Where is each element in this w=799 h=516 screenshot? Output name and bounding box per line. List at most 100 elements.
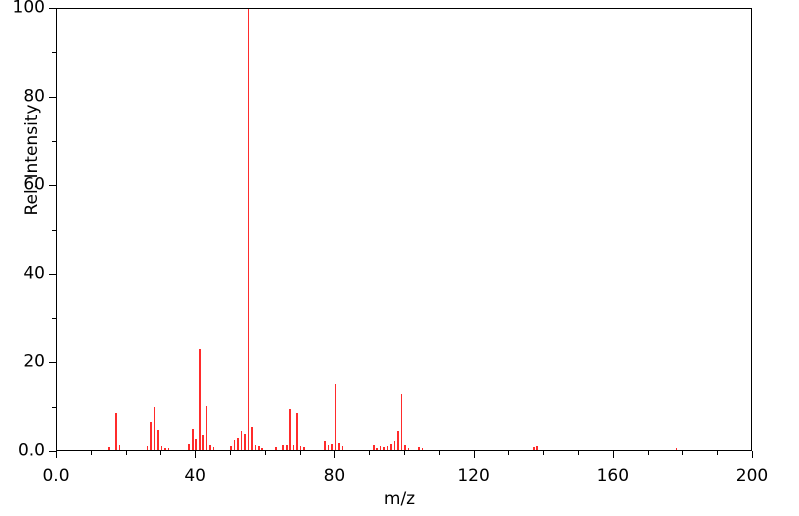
spectrum-peak [160,446,163,450]
spectrum-peak [390,444,392,450]
y-axis-tick-label: 0.0 [17,440,45,461]
spectrum-peak [386,445,389,450]
spectrum-peak [247,9,250,450]
spectrum-peak [115,412,117,450]
spectrum-peak [421,448,424,450]
spectrum-peak [324,441,326,450]
x-axis-minor-tick [160,451,162,455]
spectrum-peak [212,446,215,450]
y-axis-tick [49,273,56,275]
spectrum-peak [205,406,208,450]
x-axis-tick [752,451,753,458]
spectrum-peak [150,421,152,450]
x-axis-minor-tick [125,451,127,455]
spectrum-peak [188,443,191,450]
x-axis-minor-tick [717,451,719,455]
spectrum-peak [198,349,201,450]
spectrum-peak [331,444,333,450]
spectrum-peak [285,444,288,450]
y-axis-minor-tick [52,140,56,142]
spectrum-peak [209,445,211,450]
spectrum-peak [254,445,257,450]
y-axis-minor-tick [52,406,56,408]
spectrum-peak [251,426,253,450]
spectrum-peak [244,434,246,450]
spectrum-peak [146,445,149,450]
spectrum-peak [303,447,305,450]
spectrum-peak [237,438,239,450]
x-axis-tick-label: 120 [457,466,490,486]
spectrum-peak [240,431,243,450]
spectrum-peak [257,446,260,450]
spectrum-peak [376,447,378,450]
x-axis-tick [473,451,475,458]
x-axis-minor-tick [508,451,510,455]
y-axis-tick [49,185,56,187]
spectrum-peak [118,445,121,450]
x-axis-minor-tick [682,451,684,455]
spectrum-peak [341,446,344,450]
spectrum-peak [230,446,232,450]
y-axis-tick-label: 40 [23,263,45,284]
y-axis: 0.0 20 40 60 80 100 [0,0,56,460]
x-axis-minor-tick [90,451,92,455]
x-axis-minor-tick [647,451,649,455]
x-axis-tick [612,451,614,458]
y-axis-tick [49,451,56,452]
x-axis-minor-tick [438,451,440,455]
x-axis: 0.0 40 80 120 160 200 [0,451,799,485]
x-axis-tick-label: 0.0 [42,466,70,486]
y-axis-tick-label: 100 [12,0,45,18]
spectrum-peak [532,446,535,450]
spectrum-peak [157,429,159,450]
spectrum-peak [400,394,403,450]
x-axis-minor-tick [230,451,231,455]
spectrum-peak [393,440,396,450]
spectrum-peak [195,438,198,450]
spectrum-peak [164,447,166,450]
x-axis-tick [334,451,336,458]
x-axis-minor-tick [543,451,545,455]
spectrum-peak [261,447,264,450]
spectrum-peak [372,444,375,450]
spectrum-peak [292,444,295,450]
spectrum-peak [536,446,539,450]
y-axis-tick [49,96,56,98]
spectrum-peak [108,447,111,450]
plot-area [56,8,752,451]
spectrum-peak [153,407,156,450]
spectrum-peak [397,431,399,450]
spectrum-peak [338,443,340,450]
spectrum-peak [334,384,337,450]
x-axis-minor-tick [578,451,579,455]
spectrum-peak [675,447,678,450]
spectrum-peak [202,434,204,450]
x-axis-tick-label: 40 [184,466,207,486]
x-axis-minor-tick [404,451,405,455]
x-axis-minor-tick [299,451,301,455]
x-axis-tick-label: 160 [596,466,630,486]
spectrum-peak [167,448,170,450]
spectrum-peak [282,444,285,450]
y-axis-minor-tick [52,52,56,54]
y-axis-tick-label: 80 [23,86,45,107]
y-axis-tick-label: 60 [23,174,45,195]
y-axis-tick [49,362,56,364]
spectrum-peak [233,440,236,450]
spectrum-peak [404,445,406,450]
spectrum-peak [327,445,330,450]
y-axis-tick [49,8,56,9]
spectrum-peak [296,412,298,450]
spectrum-peak [275,446,278,450]
spectrum-peak [289,408,291,450]
spectrum-peak [407,447,410,450]
y-axis-tick-label: 20 [23,351,45,372]
spectrum-peak [418,447,420,450]
x-axis-tick [56,451,57,458]
spectrum-peak [383,447,385,450]
x-axis-title: m/z [383,489,416,509]
spectrum-peak [191,428,194,450]
x-axis-tick [195,451,197,458]
spectrum-peak [299,445,302,450]
